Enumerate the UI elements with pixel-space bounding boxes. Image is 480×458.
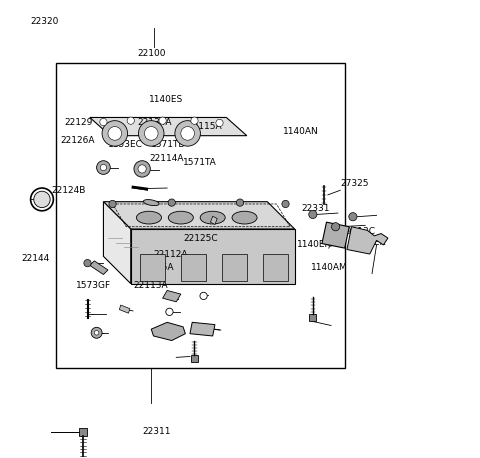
Text: 22112A: 22112A [154,250,188,258]
Circle shape [349,213,357,221]
Circle shape [84,260,91,267]
Ellipse shape [168,211,193,224]
Circle shape [181,126,194,140]
Text: 22124B: 22124B [51,186,85,195]
Bar [79,428,86,436]
Ellipse shape [144,200,159,206]
Circle shape [175,120,200,146]
Bar [140,254,165,281]
Text: 22134A: 22134A [138,118,172,126]
Text: 22144: 22144 [22,254,50,263]
Text: 22126A: 22126A [60,136,95,145]
Polygon shape [103,202,131,284]
Polygon shape [347,227,388,254]
Circle shape [166,308,173,316]
Text: 22125A: 22125A [140,263,174,272]
Circle shape [108,126,121,140]
Text: 27325: 27325 [340,179,369,188]
Polygon shape [190,322,215,336]
Text: 1153EC: 1153EC [108,140,143,149]
Ellipse shape [136,211,161,224]
Ellipse shape [200,211,225,224]
Bar [181,254,206,281]
Polygon shape [90,117,247,136]
Text: 1571TA: 1571TA [183,158,217,168]
Text: 22114A: 22114A [149,154,183,163]
Ellipse shape [232,211,257,224]
Circle shape [168,199,175,206]
Text: 1140ES: 1140ES [149,95,183,104]
Polygon shape [131,229,295,284]
Circle shape [96,161,110,174]
Polygon shape [103,202,295,229]
Text: 22125C: 22125C [183,234,218,243]
Text: 22113A: 22113A [133,281,168,290]
Circle shape [127,117,134,124]
Circle shape [200,292,207,300]
Circle shape [191,117,198,124]
Polygon shape [90,261,108,274]
Text: 1140EK: 1140EK [351,238,386,247]
Bar [191,355,198,362]
Bar [222,254,247,281]
Circle shape [159,117,166,124]
Circle shape [102,120,128,146]
Text: 22320: 22320 [31,17,59,27]
Bar [309,314,316,322]
Text: 1140AN: 1140AN [283,126,319,136]
Text: 1140AM: 1140AM [311,263,348,272]
Polygon shape [322,222,349,248]
Circle shape [34,191,50,207]
Circle shape [91,327,102,338]
Polygon shape [120,305,130,313]
Polygon shape [151,322,185,341]
Polygon shape [210,216,217,224]
Circle shape [332,223,340,231]
Text: 22100: 22100 [137,49,166,58]
Bar [263,254,288,281]
Text: 1573GF: 1573GF [76,281,111,290]
Circle shape [144,126,158,140]
Text: 1140EM: 1140EM [297,240,333,250]
Text: 22129: 22129 [65,118,93,126]
Circle shape [100,118,107,125]
Text: 22115A: 22115A [188,122,222,131]
Polygon shape [163,290,181,302]
Text: 1571TB: 1571TB [151,140,186,149]
Circle shape [139,120,164,146]
Circle shape [309,210,317,218]
Circle shape [138,165,146,173]
Circle shape [216,119,223,126]
Circle shape [95,331,99,335]
Text: 39313C: 39313C [340,227,375,236]
Circle shape [236,199,244,206]
Text: 22311: 22311 [142,427,170,436]
Circle shape [134,161,150,177]
Text: 22331: 22331 [301,204,330,213]
Bar [56,63,345,368]
Circle shape [100,164,107,171]
Circle shape [282,200,289,207]
Circle shape [109,200,116,207]
